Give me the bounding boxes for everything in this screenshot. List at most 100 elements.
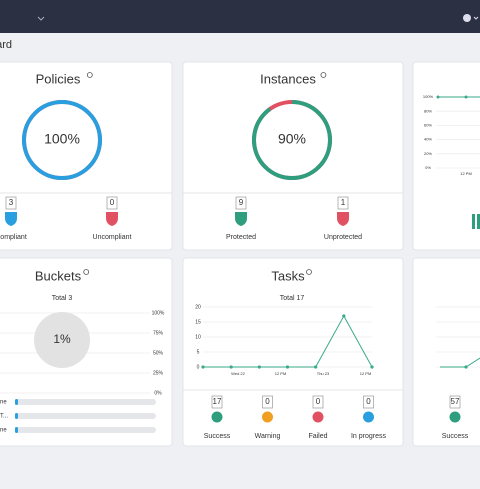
count-box [337, 196, 349, 210]
card-title: Buckets [35, 268, 82, 283]
total: Total 3 [52, 295, 73, 302]
status-icon [211, 411, 223, 423]
ring-label: 100% [44, 131, 80, 147]
point [285, 365, 290, 369]
x-tick-label: 12 PM [275, 371, 287, 376]
y-tick-label: 10 [195, 334, 201, 340]
row-label: ne [0, 428, 7, 434]
x-tick-label: 12 PM [460, 171, 472, 176]
count-box [312, 395, 324, 409]
axis-label: 25% [153, 370, 164, 376]
y-tick-label: 60% [424, 122, 432, 127]
ring-label: 90% [278, 131, 306, 147]
axis-label: 75% [153, 330, 164, 336]
stat-label: Success [204, 433, 231, 440]
usage-label: 1% [53, 332, 71, 346]
status-icon [262, 411, 273, 423]
progress-fill [15, 399, 18, 405]
stat-label: Protected [226, 234, 256, 241]
point [201, 365, 205, 369]
card-title: Tasks [271, 268, 305, 283]
status-icon [312, 411, 324, 423]
shield-icon [337, 212, 349, 226]
count-box [211, 395, 223, 409]
axis-label: 100% [152, 310, 165, 316]
stat-label: Compliant [0, 234, 27, 241]
count: 0 [110, 198, 115, 207]
stat-label: Success [442, 433, 469, 440]
row-label: T... [0, 414, 8, 420]
x-tick-label: 12 PM [360, 371, 372, 376]
ring-value [22, 100, 102, 180]
shield-icon [106, 212, 118, 226]
shield-icon [235, 212, 247, 226]
x-tick-label: Wed 22 [231, 371, 245, 376]
x-tick-label: Thu 23 [317, 371, 330, 376]
bucket-usage [34, 312, 90, 368]
stat-label: Warning [255, 433, 281, 440]
y-tick-label: 5 [197, 349, 200, 355]
info-icon [320, 72, 327, 78]
menu-chevron[interactable] [37, 16, 45, 21]
bar-icon [472, 214, 475, 229]
status-icon [449, 411, 461, 423]
y-tick-label: 20 [195, 304, 201, 310]
status-icon [363, 411, 374, 423]
count: 3 [9, 198, 14, 207]
y-tick-label: 80% [424, 108, 432, 113]
count: 0 [265, 397, 270, 406]
count-box [106, 196, 118, 210]
progress-fill [15, 413, 18, 419]
y-tick-label: 15 [195, 319, 201, 325]
stat-label: Unprotected [324, 234, 362, 241]
count: 9 [239, 198, 244, 207]
count-box [5, 196, 17, 210]
y-tick-label: 0% [425, 165, 431, 170]
progress-track [15, 399, 156, 405]
point [229, 365, 233, 369]
page-title: Dashboard [0, 39, 12, 51]
count-box [262, 395, 273, 409]
point [464, 365, 468, 369]
card-title: Instances [260, 71, 316, 86]
count-box [235, 196, 247, 210]
progress-track [15, 413, 156, 419]
stat-label: Failed [308, 433, 327, 440]
settings-chevron[interactable] [473, 16, 479, 20]
stat-label: In progress [351, 433, 387, 440]
card [182, 61, 404, 251]
count: 0 [316, 397, 321, 406]
bar-icon [477, 214, 480, 229]
point [464, 95, 468, 99]
stat-label: Uncompliant [93, 234, 132, 241]
top-bar [0, 0, 480, 33]
count-box [363, 395, 374, 409]
y-tick-label: 40% [424, 137, 432, 142]
point [436, 95, 440, 99]
card [412, 61, 480, 251]
y-tick-label: 20% [424, 151, 432, 156]
point [342, 314, 346, 318]
settings-icon[interactable] [463, 14, 471, 22]
count: 1 [341, 198, 346, 207]
count: 17 [213, 397, 222, 406]
point [257, 365, 261, 369]
row-label: ne [0, 400, 7, 406]
ring-value [252, 100, 332, 180]
point [370, 365, 374, 369]
info-icon [83, 269, 90, 275]
count: 0 [366, 397, 371, 406]
progress-fill [15, 427, 18, 433]
card-title: Policies [36, 71, 81, 86]
total: Total 17 [280, 295, 305, 302]
y-tick-label: 100% [423, 94, 434, 99]
count: 57 [451, 397, 460, 406]
axis-label: 50% [153, 350, 164, 356]
point [314, 365, 318, 369]
shield-icon [5, 212, 17, 226]
axis-label: 0% [154, 390, 162, 396]
count-box [449, 395, 461, 409]
info-icon [306, 269, 312, 275]
progress-track [15, 427, 156, 433]
